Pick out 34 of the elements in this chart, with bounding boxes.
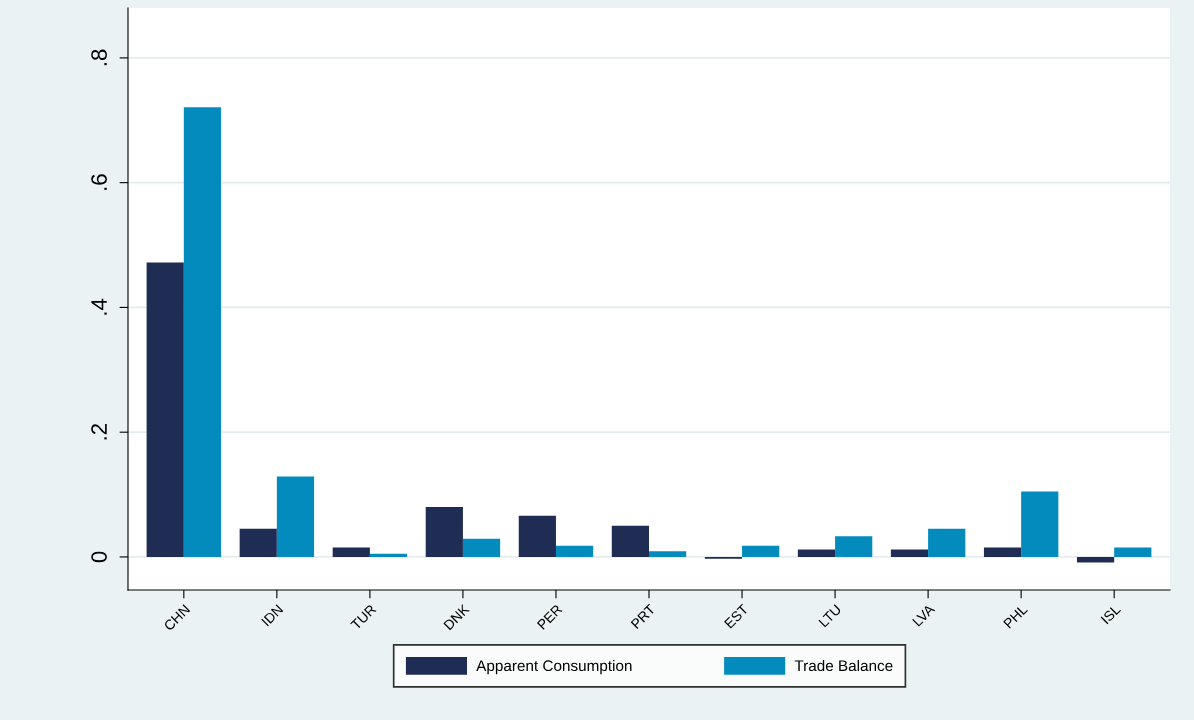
bar <box>1021 491 1059 557</box>
x-tick-label: TUR <box>350 604 377 631</box>
bar <box>146 262 184 557</box>
x-tick-label: PHL <box>1003 603 1028 629</box>
y-tick-label: .8 <box>91 49 107 66</box>
bar <box>928 528 966 557</box>
bar <box>369 553 408 557</box>
bar <box>332 547 370 557</box>
bar <box>183 107 222 557</box>
bar <box>518 515 556 557</box>
y-tick-label: .6 <box>91 174 107 190</box>
bar <box>611 525 649 557</box>
y-tick-label: .4 <box>91 298 107 315</box>
y-tick-label: .2 <box>91 424 107 440</box>
bar <box>835 536 873 557</box>
bar <box>555 545 594 557</box>
bar <box>425 507 463 557</box>
bar <box>742 545 780 557</box>
bar <box>649 551 687 557</box>
bar <box>1114 547 1152 557</box>
y-tick-label: 0 <box>91 551 107 563</box>
bar <box>462 538 501 557</box>
bar <box>797 549 836 557</box>
bar <box>276 476 315 557</box>
bar <box>1076 556 1115 563</box>
bar <box>239 528 277 557</box>
legend-label: Apparent Consumption <box>476 659 632 675</box>
bar <box>890 549 929 557</box>
bar <box>983 547 1022 557</box>
legend-label: Trade Balance <box>794 659 893 672</box>
x-tick-label: LTU <box>818 604 842 628</box>
x-tick-label: IDN <box>261 604 284 627</box>
x-tick-label: LVA <box>912 603 936 627</box>
x-tick-label: ISL <box>1100 603 1122 625</box>
